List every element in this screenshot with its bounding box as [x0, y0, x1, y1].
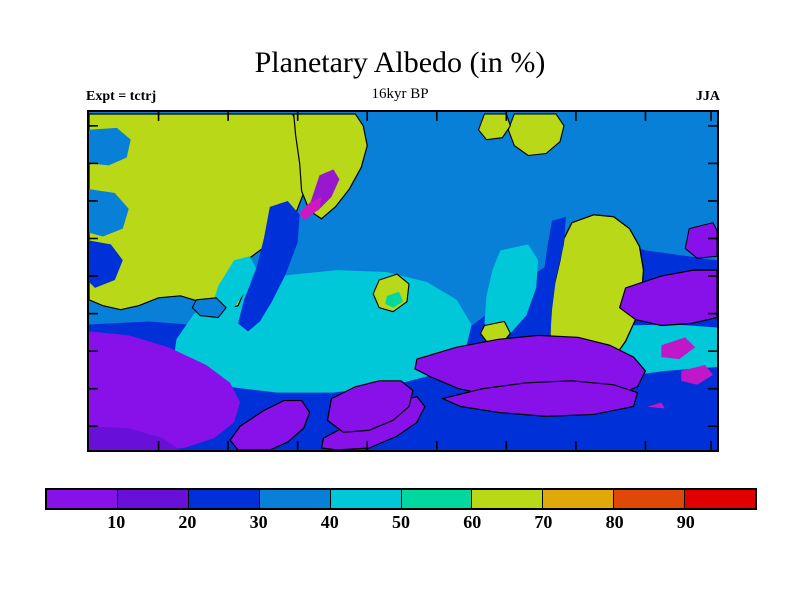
- colorbar-segment-70-80: [543, 490, 615, 508]
- colorbar-segment-10-20: [117, 490, 189, 508]
- landmass-greenland-east-lobe: [293, 113, 368, 220]
- axis-ticks-left: [89, 125, 98, 428]
- axis-ticks-right: [708, 125, 717, 428]
- page-title: Planetary Albedo (in %): [254, 46, 546, 79]
- landmass-iberia: [326, 380, 414, 433]
- colorbar-tick-60: 60: [463, 512, 482, 532]
- contour-strip-norwegian-coast: [540, 216, 566, 342]
- figure-subtitle: 16kyr BP: [371, 86, 429, 102]
- colorbar-tick-50: 50: [392, 512, 410, 532]
- colorbar-segment-80-90: [614, 490, 686, 508]
- colorbar-segment-30-40: [259, 490, 331, 508]
- colorbar-segment-40-50: [330, 490, 402, 508]
- landmass-eastern-europe: [618, 269, 717, 327]
- landmass-north-patch: [507, 113, 565, 157]
- contour-patch-baffin: [89, 127, 131, 166]
- colorbar-tick-90: 90: [676, 512, 695, 532]
- contour-patch-labrador: [89, 189, 129, 237]
- map-panel: [87, 110, 719, 452]
- experiment-label: Expt = tctrj: [86, 89, 157, 104]
- colorbar-tick-70: 70: [534, 512, 553, 532]
- colorbar-tick-10: 10: [107, 512, 126, 532]
- contour-streak-magenta: [299, 196, 322, 221]
- colorbar-segment-0-10: [47, 490, 118, 508]
- contour-map: [89, 112, 717, 450]
- colorbar-tick-labels: 10 20 30 40 50 60 70 80 90: [45, 511, 757, 535]
- colorbar-segment-50-60: [401, 490, 473, 508]
- contour-band-0-10-southwest: [89, 331, 241, 450]
- season-label: JJA: [695, 89, 720, 104]
- contour-patch-violet-ne: [684, 222, 717, 259]
- contour-channel-denmark-strait: [238, 200, 300, 332]
- landmass-iberia-africa: [229, 399, 311, 450]
- landmass-small-isle-a: [191, 297, 227, 319]
- contour-speckle-magenta-a: [661, 337, 696, 360]
- colorbar: 10 20 30 40 50 60 70 80 90: [45, 488, 757, 532]
- axis-ticks-top: [157, 112, 712, 121]
- contour-ribbon-greenland-coast: [212, 256, 256, 316]
- contour-band-10-20-southwest: [89, 426, 181, 450]
- colorbar-strip: [45, 488, 757, 510]
- axis-ticks-bottom: [157, 441, 712, 450]
- contour-speckle-magenta-b: [681, 365, 714, 385]
- colorbar-tick-30: 30: [249, 512, 268, 532]
- colorbar-segment-90-100: [685, 490, 756, 508]
- colorbar-tick-40: 40: [320, 512, 339, 532]
- contour-sliver-ne: [641, 177, 717, 211]
- contour-halo-teal-west: [484, 244, 539, 338]
- contour-iceland-halo: [385, 291, 403, 308]
- colorbar-segment-60-70: [472, 490, 544, 508]
- colorbar-segment-20-30: [188, 490, 260, 508]
- colorbar-tick-80: 80: [605, 512, 624, 532]
- landmass-south-europe-overlay: [440, 380, 639, 417]
- colorbar-tick-20: 20: [178, 512, 197, 532]
